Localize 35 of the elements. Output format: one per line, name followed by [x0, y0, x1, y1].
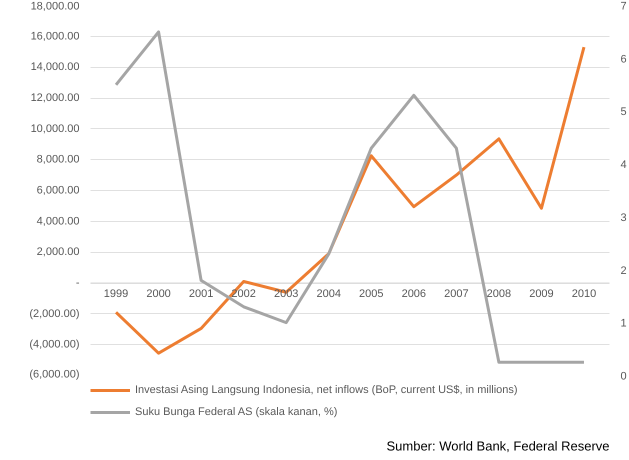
- y2-tick-label: 6: [620, 53, 627, 66]
- y2-tick-label: 2: [620, 264, 627, 277]
- y2-tick-label: 7: [620, 0, 627, 12]
- y-tick-label: 8,000.00: [36, 154, 80, 166]
- x-tick-label: 2003: [274, 288, 298, 300]
- y-tick-label: 2,000.00: [36, 246, 80, 258]
- y2-tick-label: 1: [620, 318, 627, 330]
- x-tick-label: 2008: [486, 288, 512, 300]
- x-tick-label: 2001: [188, 288, 214, 300]
- y-tick-label: 10,000.00: [30, 122, 80, 135]
- y-tick-label: 6,000.00: [36, 184, 80, 196]
- y2-tick-label: 4: [620, 159, 627, 172]
- y-tick-label: 12,000.00: [30, 92, 80, 104]
- x-tick-label: 1999: [104, 288, 128, 300]
- y-tick-label: 14,000.00: [30, 61, 80, 74]
- y-tick-label: 16,000.00: [30, 30, 80, 42]
- y-tick-label: (4,000.00): [29, 338, 80, 351]
- legend-label: Suku Bunga Federal AS (skala kanan, %): [135, 406, 338, 418]
- x-tick-label: 2000: [146, 288, 171, 300]
- y2-tick-label: 3: [620, 212, 627, 224]
- x-tick-label: 2006: [402, 288, 426, 300]
- y-tick-label: (2,000.00): [29, 308, 80, 320]
- y-tick-label: -: [76, 277, 80, 289]
- y-tick-label: 18,000.00: [30, 0, 80, 12]
- y2-tick-label: 0: [620, 370, 627, 382]
- text: Sumber: World Bank, Federal Reserve: [386, 438, 610, 454]
- x-tick-label: 2007: [444, 288, 469, 300]
- x-tick-label: 2005: [359, 288, 384, 300]
- x-tick-label: 2004: [316, 288, 341, 300]
- legend-label: Investasi Asing Langsung Indonesia, net inflows (BoP, current US$, in millions): [135, 384, 518, 396]
- y-tick-label: (6,000.00): [29, 368, 80, 380]
- x-tick-label: 2009: [529, 288, 554, 300]
- x-tick-label: 2010: [572, 288, 596, 300]
- y2-tick-label: 5: [620, 106, 627, 118]
- y-tick-label: 4,000.00: [36, 215, 80, 228]
